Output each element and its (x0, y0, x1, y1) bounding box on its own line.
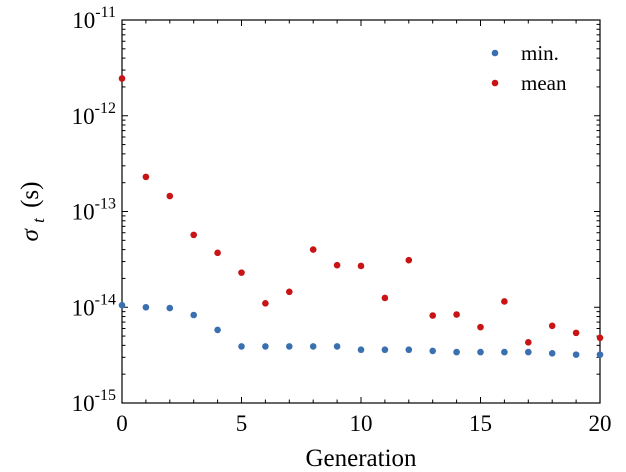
data-point (333, 343, 341, 350)
y-tick-label: 10-13 (72, 196, 116, 225)
legend-marker (491, 79, 499, 87)
data-point (118, 75, 126, 82)
data-point (142, 173, 150, 181)
data-point (286, 288, 293, 296)
data-point (548, 350, 556, 357)
x-axis-title: Generation (305, 445, 417, 472)
data-point (333, 261, 341, 269)
data-point (501, 298, 508, 305)
data-point (357, 262, 365, 270)
y-axis-title: σ t (s) (17, 182, 50, 242)
x-tick-labels: 0 5 10 15 20 (116, 411, 611, 436)
data-point (357, 346, 365, 354)
data-point (166, 192, 174, 200)
data-point (429, 347, 437, 355)
data-point (477, 323, 484, 331)
x-tick-label: 0 (116, 411, 128, 436)
data-point (142, 303, 150, 311)
y-axis-subscript: t (29, 217, 48, 223)
data-point (309, 246, 317, 253)
data-point (190, 231, 197, 239)
data-point (572, 329, 580, 337)
data-point (596, 351, 604, 358)
data-point (453, 348, 460, 356)
data-point (166, 304, 174, 312)
series-min (118, 301, 604, 358)
data-point (262, 343, 269, 350)
data-point (262, 299, 269, 307)
legend-label: mean (521, 71, 567, 95)
data-point (381, 346, 389, 354)
data-point (429, 312, 437, 319)
x-tick-label: 10 (350, 411, 373, 436)
legend: min. mean (491, 41, 567, 95)
points-layer (118, 75, 604, 358)
data-point (214, 249, 221, 257)
data-point (118, 301, 126, 309)
data-point (214, 326, 221, 334)
data-point (525, 339, 532, 346)
x-tick-label: 15 (469, 411, 492, 436)
plot-frame (121, 19, 601, 404)
data-point (548, 322, 556, 330)
y-axis-symbol: σ (17, 227, 44, 241)
data-point (596, 334, 604, 342)
data-point (238, 269, 245, 276)
data-point (286, 343, 293, 350)
y-tick-label: 10-12 (72, 100, 116, 129)
data-point (381, 294, 389, 302)
y-tick-label: 10-15 (72, 387, 116, 416)
data-point (405, 256, 413, 264)
data-point (525, 348, 532, 356)
data-point (309, 343, 317, 350)
data-point (501, 348, 508, 356)
legend-marker (491, 49, 499, 57)
y-tick-label: 10-11 (72, 4, 116, 33)
data-point (453, 311, 460, 318)
data-point (572, 351, 580, 358)
x-tick-label: 5 (236, 411, 248, 436)
data-point (477, 348, 484, 356)
data-point (238, 343, 245, 350)
series-mean (118, 75, 604, 346)
data-point (405, 346, 413, 354)
y-tick-label: 10-14 (72, 291, 116, 320)
x-tick-label: 20 (589, 411, 612, 436)
y-axis-unit: (s) (17, 182, 44, 208)
y-tick-labels: 10-15 10-14 10-13 10-12 10-11 (72, 4, 116, 416)
legend-label: min. (521, 41, 559, 65)
data-point (190, 311, 197, 319)
